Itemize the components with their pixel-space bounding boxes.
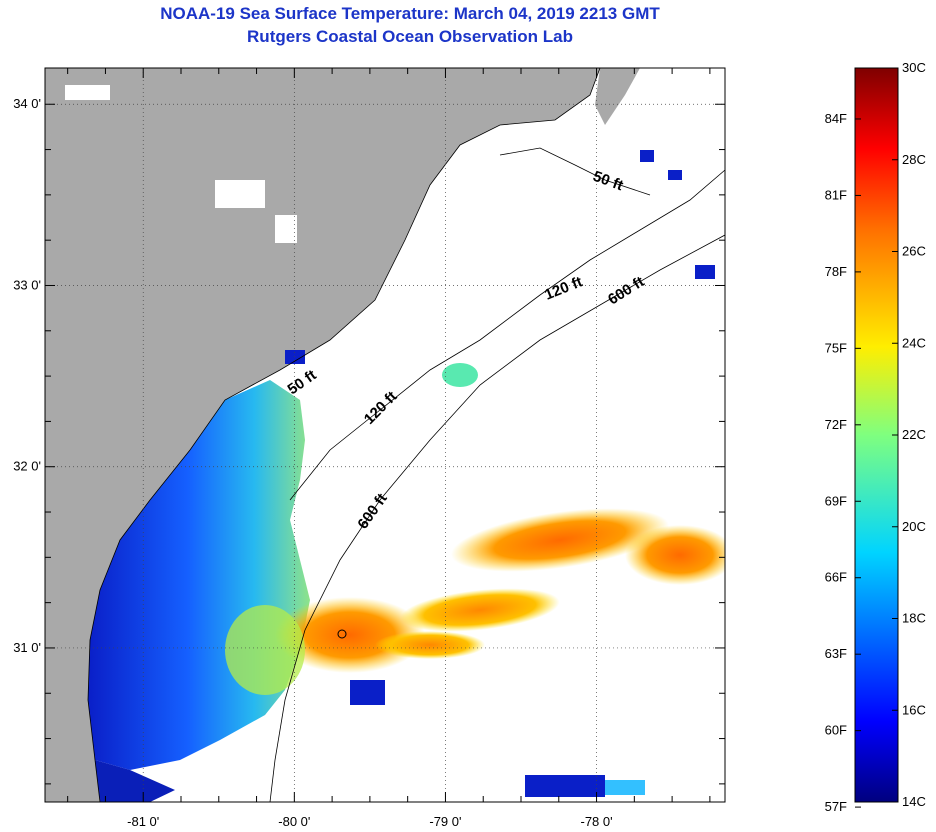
colorbar-label-c: 18C	[902, 611, 926, 626]
colorbar-label-c: 30C	[902, 60, 926, 75]
colorbar-label-f: 84F	[825, 111, 847, 126]
contour-600ft	[269, 234, 725, 802]
graticule	[45, 68, 725, 802]
map-title: NOAA-19 Sea Surface Temperature: March 0…	[160, 4, 660, 23]
lon-tick-label: -79 0'	[429, 814, 461, 829]
colorbar-label-c: 16C	[902, 702, 926, 717]
colorbar-label-c: 22C	[902, 427, 926, 442]
colorbar	[854, 67, 899, 803]
colorbar-label-f: 60F	[825, 723, 847, 738]
axis-labels: -81 0' -80 0' -79 0' -78 0' 34 0' 33 0' 32 0' 3…	[13, 96, 612, 829]
contour-120ft	[289, 169, 725, 501]
colorbar-label-f: 63F	[825, 646, 847, 661]
lat-tick-label: 34 0'	[13, 96, 41, 111]
sst-warm-filament-4	[375, 631, 485, 659]
colorbar-label-f: 78F	[825, 264, 847, 279]
colorbar-label-f: 81F	[825, 187, 847, 202]
colorbar-label-f: 69F	[825, 493, 847, 508]
sst-warm-filament-1	[451, 508, 669, 572]
axis-ticks	[45, 68, 725, 802]
colorbar-label-c: 14C	[902, 794, 926, 809]
coastline	[87, 68, 601, 802]
colorbar-label-f: 57F	[825, 799, 847, 814]
colorbar-label-c: 26C	[902, 244, 926, 259]
lat-tick-label: 32 0'	[13, 459, 41, 474]
land-mass-ne	[595, 68, 640, 125]
land-mass	[45, 68, 600, 802]
colorbar-label-f: 66F	[825, 570, 847, 585]
buoy-marker	[337, 629, 347, 639]
lon-tick-label: -81 0'	[127, 814, 159, 829]
map-subtitle: Rutgers Coastal Ocean Observation Lab	[247, 27, 573, 46]
colorbar-label-c: 20C	[902, 519, 926, 534]
map-frame	[44, 67, 726, 803]
colorbar-label-f: 72F	[825, 417, 847, 432]
colorbar-ticks	[855, 67, 898, 808]
sst-warm-core	[275, 597, 425, 673]
sst-cold-patches	[285, 150, 715, 797]
sst-greenish-patch	[225, 605, 305, 695]
sst-green-patch-n	[442, 363, 478, 387]
lon-tick-label: -78 0'	[580, 814, 612, 829]
lon-tick-label: -80 0'	[278, 814, 310, 829]
sst-warm-filament-3	[400, 588, 560, 632]
lat-tick-label: 33 0'	[13, 277, 41, 292]
colorbar-label-f: 75F	[825, 340, 847, 355]
sst-warm-filament-2	[625, 525, 725, 585]
colorbar-label-c: 24C	[902, 335, 926, 350]
colorbar-labels: 30C 28C 26C 24C 22C 20C 18C 16C 14C 84F 81F 78F 75F 7…	[825, 60, 926, 814]
colorbar-label-c: 28C	[902, 152, 926, 167]
lat-tick-label: 31 0'	[13, 640, 41, 655]
contour-50ft	[499, 147, 651, 196]
sst-cold-lowerleft	[95, 760, 175, 802]
land-gaps	[65, 85, 297, 243]
